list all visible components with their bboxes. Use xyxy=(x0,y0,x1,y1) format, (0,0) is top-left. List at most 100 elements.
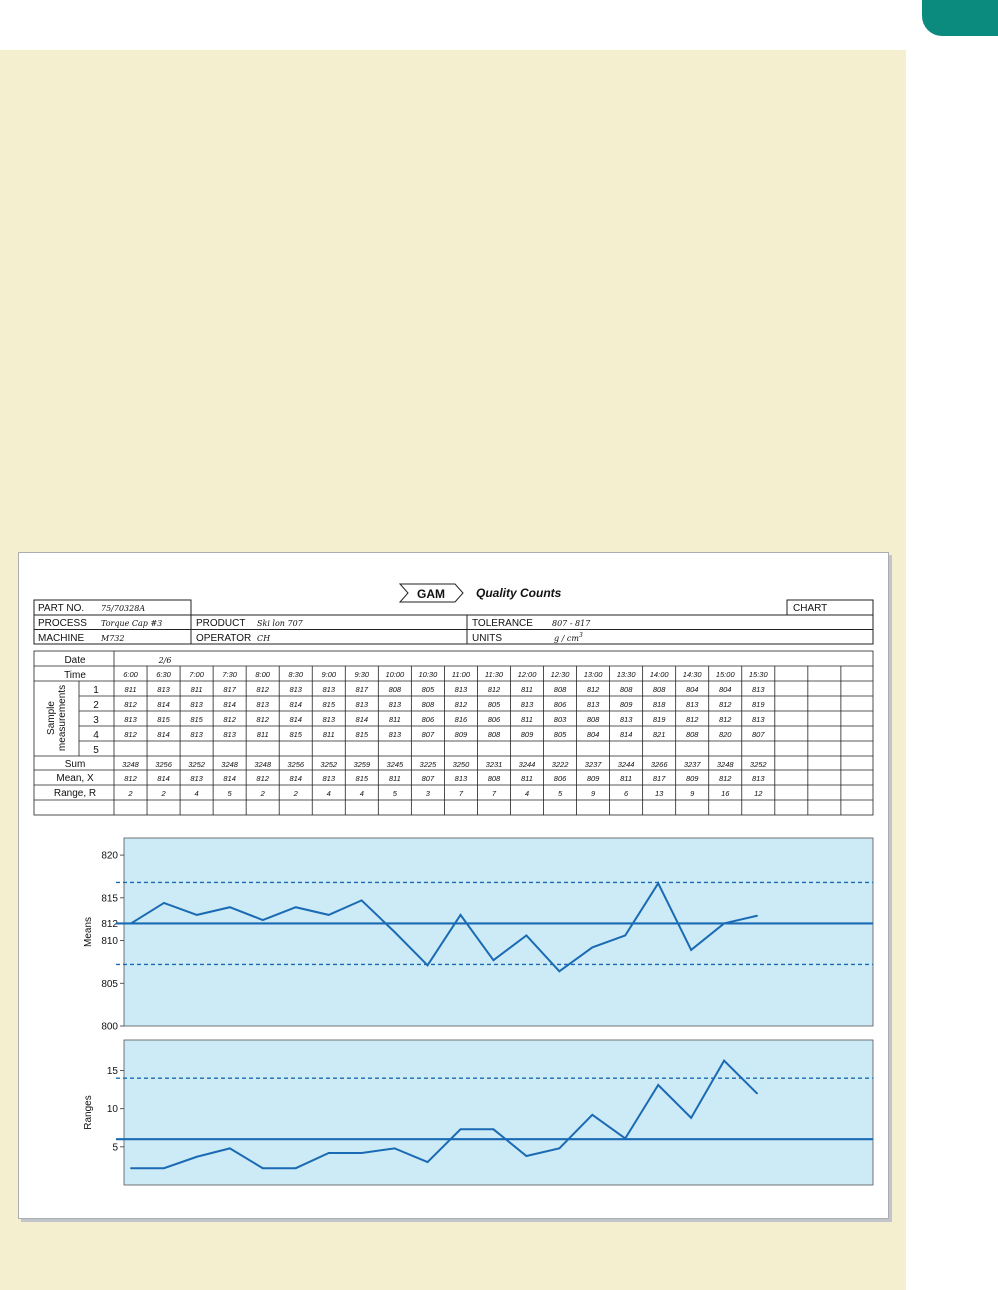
mean-cell: 817 xyxy=(653,774,666,783)
sum-cell: 3256 xyxy=(155,760,173,769)
process-label: PROCESS xyxy=(38,618,87,629)
mean-cell: 809 xyxy=(587,774,600,783)
sum-label: Sum xyxy=(65,759,86,770)
range-cell: 3 xyxy=(426,789,431,798)
y-tick-label: 815 xyxy=(101,893,118,904)
mean-cell: 806 xyxy=(554,774,567,783)
sample-cell: 819 xyxy=(653,715,666,724)
product-label: PRODUCT xyxy=(196,618,245,629)
row-label-3: 3 xyxy=(93,715,99,726)
data-point xyxy=(723,922,725,925)
sample-cell: 815 xyxy=(157,715,170,724)
sample-cell: 814 xyxy=(620,730,633,739)
part-no-label: PART NO. xyxy=(38,603,84,614)
form-header: GAM Quality Counts PART NO. 75/70328A CH… xyxy=(33,583,874,645)
row-label-5: 5 xyxy=(93,745,99,756)
sample-cell: 805 xyxy=(488,700,501,709)
sample-cell: 813 xyxy=(323,715,336,724)
ranges-chart-plot-area xyxy=(123,1039,874,1186)
mean-cell: 813 xyxy=(752,774,765,783)
sample-cell: 811 xyxy=(125,685,137,694)
operator-value: CH xyxy=(257,634,271,643)
sample-cell: 806 xyxy=(554,700,567,709)
time-cell: 6:30 xyxy=(156,670,171,679)
sample-cell: 805 xyxy=(422,685,435,694)
sample-cell: 813 xyxy=(521,700,534,709)
sample-cell: 808 xyxy=(587,715,600,724)
sample-cell: 815 xyxy=(356,730,369,739)
sample-cell: 813 xyxy=(289,685,302,694)
mean-cell: 813 xyxy=(190,774,203,783)
data-point xyxy=(459,914,462,916)
range-cell: 4 xyxy=(327,789,331,798)
data-point xyxy=(459,1128,462,1131)
sample-cell: 813 xyxy=(157,685,170,694)
y-tick-label: 810 xyxy=(101,936,118,947)
sum-cell: 3248 xyxy=(254,760,272,769)
part-no-value: 75/70328A xyxy=(101,604,145,613)
data-point xyxy=(624,934,627,937)
time-cell: 7:00 xyxy=(189,670,204,679)
sample-cell: 817 xyxy=(356,685,369,694)
mean-cell: 813 xyxy=(323,774,336,783)
gam-logo xyxy=(398,583,464,603)
sample-cell: 814 xyxy=(223,700,236,709)
brand-name: GAM xyxy=(417,587,445,601)
means-chart: 800 805 810 812 815 820 Means xyxy=(83,837,874,1033)
data-point xyxy=(492,959,495,962)
control-charts: 800 805 810 812 815 820 Means 5 10 15 Ranges xyxy=(83,837,874,1186)
y-tick-label: 10 xyxy=(107,1104,119,1115)
y-tick-label: 15 xyxy=(107,1066,119,1077)
range-cell: 12 xyxy=(754,789,763,798)
y-tick-label: 805 xyxy=(101,979,118,990)
sample-cell: 804 xyxy=(686,685,699,694)
sample-cell: 812 xyxy=(686,715,699,724)
y-tick-label: 5 xyxy=(112,1142,118,1153)
data-point xyxy=(756,914,758,917)
data-point xyxy=(657,1084,660,1086)
mean-cell: 809 xyxy=(686,774,699,783)
mean-cell: 813 xyxy=(455,774,468,783)
row-label-4: 4 xyxy=(93,730,99,741)
data-point xyxy=(294,906,297,909)
sample-cell: 811 xyxy=(389,715,401,724)
range-cell: 4 xyxy=(195,789,199,798)
mean-cell: 814 xyxy=(289,774,302,783)
sample-cell: 815 xyxy=(289,730,302,739)
sample-cell: 815 xyxy=(190,715,203,724)
data-point xyxy=(327,1152,330,1154)
sample-cell: 806 xyxy=(488,715,501,724)
time-cell: 8:00 xyxy=(255,670,270,679)
range-cell: 2 xyxy=(293,789,299,798)
product-value: Ski lon 707 xyxy=(257,619,304,628)
time-cell: 14:00 xyxy=(650,670,670,679)
sample-cell: 808 xyxy=(653,685,666,694)
range-cell: 9 xyxy=(690,789,695,798)
sample-cell: 812 xyxy=(124,730,137,739)
sample-cell: 809 xyxy=(521,730,534,739)
sum-cell: 3237 xyxy=(684,760,702,769)
tolerance-value: 807 - 817 xyxy=(552,619,591,628)
sum-cell: 3256 xyxy=(287,760,305,769)
chart-label: CHART xyxy=(793,603,827,614)
data-point xyxy=(196,1155,198,1158)
mean-cell: 814 xyxy=(223,774,236,783)
sample-cell: 804 xyxy=(587,730,600,739)
sample-cell: 813 xyxy=(124,715,137,724)
means-chart-y-label: Means xyxy=(83,917,94,947)
measurements-label: measurements xyxy=(57,685,68,751)
data-point xyxy=(591,946,594,949)
time-cell: 13:30 xyxy=(617,670,637,679)
sample-cell: 808 xyxy=(488,730,501,739)
sample-cell: 807 xyxy=(752,730,765,739)
sample-cell: 806 xyxy=(422,715,435,724)
date-label: Date xyxy=(64,655,86,666)
sample-cell: 812 xyxy=(488,685,501,694)
range-label: Range, R xyxy=(54,788,96,799)
sum-cell: 3266 xyxy=(651,760,669,769)
data-point xyxy=(360,899,363,902)
control-chart-card: GAM Quality Counts PART NO. 75/70328A CH… xyxy=(18,552,889,1219)
data-point xyxy=(228,906,231,909)
data-point xyxy=(690,949,693,951)
sample-cell: 805 xyxy=(554,730,567,739)
